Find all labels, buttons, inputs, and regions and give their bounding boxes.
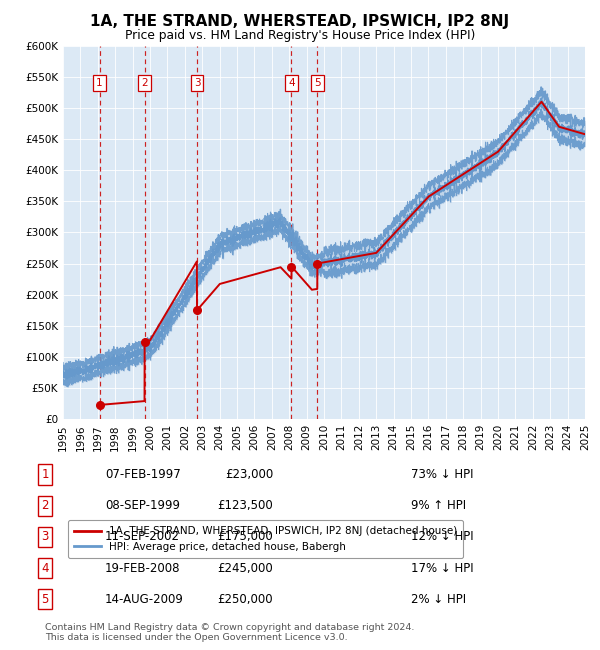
Legend: 1A, THE STRAND, WHERSTEAD, IPSWICH, IP2 8NJ (detached house), HPI: Average price: 1A, THE STRAND, WHERSTEAD, IPSWICH, IP2 … (68, 520, 463, 558)
Text: 3: 3 (194, 78, 200, 88)
Text: 1: 1 (41, 468, 49, 481)
Text: 12% ↓ HPI: 12% ↓ HPI (411, 530, 473, 543)
Text: Contains HM Land Registry data © Crown copyright and database right 2024.
This d: Contains HM Land Registry data © Crown c… (45, 623, 415, 642)
Text: 2% ↓ HPI: 2% ↓ HPI (411, 593, 466, 606)
Text: 2: 2 (41, 499, 49, 512)
Text: 4: 4 (288, 78, 295, 88)
Text: 17% ↓ HPI: 17% ↓ HPI (411, 562, 473, 575)
Text: 4: 4 (41, 562, 49, 575)
Text: 11-SEP-2002: 11-SEP-2002 (105, 530, 180, 543)
Text: 2: 2 (141, 78, 148, 88)
Text: £123,500: £123,500 (217, 499, 273, 512)
Text: 9% ↑ HPI: 9% ↑ HPI (411, 499, 466, 512)
Text: 08-SEP-1999: 08-SEP-1999 (105, 499, 180, 512)
Text: 1: 1 (96, 78, 103, 88)
Text: 3: 3 (41, 530, 49, 543)
Text: 5: 5 (314, 78, 321, 88)
Text: £23,000: £23,000 (225, 468, 273, 481)
Text: Price paid vs. HM Land Registry's House Price Index (HPI): Price paid vs. HM Land Registry's House … (125, 29, 475, 42)
Text: 14-AUG-2009: 14-AUG-2009 (105, 593, 184, 606)
Text: 73% ↓ HPI: 73% ↓ HPI (411, 468, 473, 481)
Text: 1A, THE STRAND, WHERSTEAD, IPSWICH, IP2 8NJ: 1A, THE STRAND, WHERSTEAD, IPSWICH, IP2 … (91, 14, 509, 29)
Text: 07-FEB-1997: 07-FEB-1997 (105, 468, 181, 481)
Text: £245,000: £245,000 (217, 562, 273, 575)
Text: 19-FEB-2008: 19-FEB-2008 (105, 562, 181, 575)
Text: £250,000: £250,000 (217, 593, 273, 606)
Text: 5: 5 (41, 593, 49, 606)
Text: £175,000: £175,000 (217, 530, 273, 543)
